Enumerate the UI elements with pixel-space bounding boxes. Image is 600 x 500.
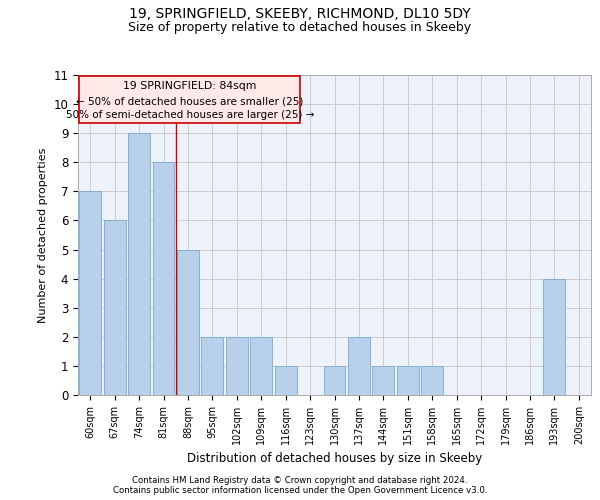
Text: 19 SPRINGFIELD: 84sqm: 19 SPRINGFIELD: 84sqm: [123, 81, 256, 91]
Y-axis label: Number of detached properties: Number of detached properties: [38, 148, 48, 322]
Text: 50% of semi-detached houses are larger (25) →: 50% of semi-detached houses are larger (…: [65, 110, 314, 120]
Text: ← 50% of detached houses are smaller (25): ← 50% of detached houses are smaller (25…: [76, 96, 304, 106]
Bar: [544, 278, 565, 395]
Bar: [104, 220, 125, 395]
X-axis label: Distribution of detached houses by size in Skeeby: Distribution of detached houses by size …: [187, 452, 482, 466]
Bar: [177, 250, 199, 395]
Bar: [226, 337, 248, 395]
FancyBboxPatch shape: [79, 76, 300, 123]
Bar: [152, 162, 175, 395]
Text: Contains HM Land Registry data © Crown copyright and database right 2024.
Contai: Contains HM Land Registry data © Crown c…: [113, 476, 487, 495]
Bar: [373, 366, 394, 395]
Bar: [275, 366, 296, 395]
Bar: [323, 366, 346, 395]
Text: Size of property relative to detached houses in Skeeby: Size of property relative to detached ho…: [128, 21, 472, 34]
Bar: [250, 337, 272, 395]
Bar: [397, 366, 419, 395]
Bar: [421, 366, 443, 395]
Bar: [348, 337, 370, 395]
Bar: [202, 337, 223, 395]
Bar: [79, 192, 101, 395]
Text: 19, SPRINGFIELD, SKEEBY, RICHMOND, DL10 5DY: 19, SPRINGFIELD, SKEEBY, RICHMOND, DL10 …: [129, 8, 471, 22]
Bar: [128, 133, 150, 395]
